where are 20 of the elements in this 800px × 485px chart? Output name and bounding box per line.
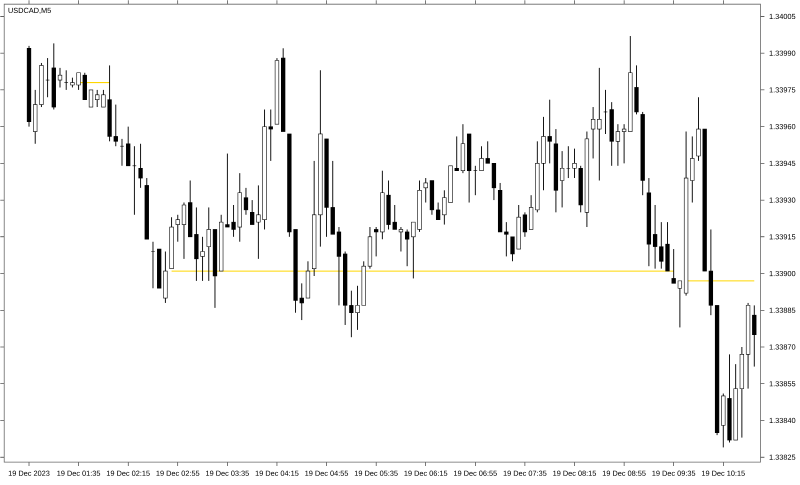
candlestick (206, 207, 211, 282)
candlestick (176, 214, 180, 242)
candlestick (392, 204, 397, 230)
candlestick (126, 126, 130, 166)
candlestick (244, 188, 248, 216)
candlestick (355, 285, 360, 330)
candlestick (70, 77, 75, 88)
candlestick (182, 202, 186, 260)
candlestick (268, 109, 273, 162)
candlestick (138, 143, 143, 188)
candlestick (548, 99, 552, 164)
candlestick (572, 148, 577, 179)
candlestick (88, 90, 94, 108)
candlestick (398, 226, 404, 252)
candlestick (510, 236, 515, 262)
candlestick (300, 283, 304, 321)
candlestick (200, 236, 205, 282)
candlestick (560, 150, 564, 208)
candlestick (58, 68, 62, 88)
candlestick (479, 146, 484, 172)
